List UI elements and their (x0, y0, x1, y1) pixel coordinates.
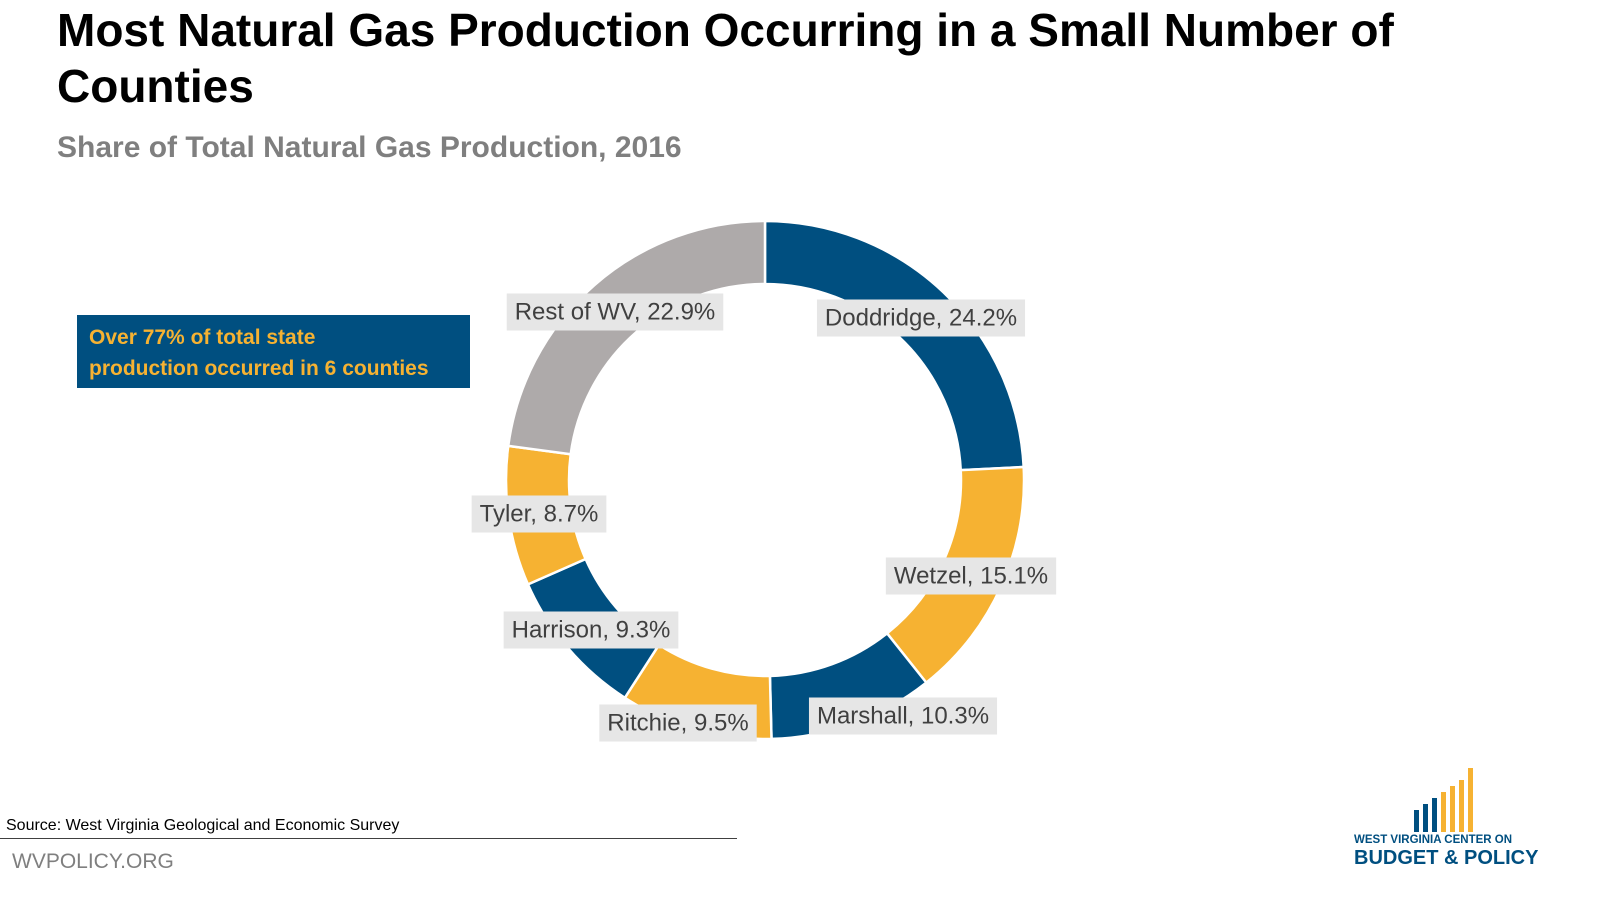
logo-text-line-1: WEST VIRGINIA CENTER ON (1354, 834, 1513, 846)
slice-doddridge (763, 219, 1025, 472)
callout-line-2: production occurred in 6 counties (89, 357, 429, 380)
slice-label-background (503, 611, 679, 649)
slice-label-background (885, 557, 1057, 595)
slice-label-background (599, 704, 757, 742)
footer-url: WVPOLICY.ORG (12, 850, 174, 873)
slice-label-background (471, 495, 607, 533)
callout-box: Over 77% of total state production occur… (77, 315, 470, 388)
slice-label-text: Marshall, 10.3% (817, 703, 989, 730)
slice-label-text: Doddridge, 24.2% (825, 305, 1017, 332)
slice-label-background (506, 293, 724, 331)
slice-label-text: Ritchie, 9.5% (607, 710, 748, 737)
slice-label-text: Wetzel, 15.1% (894, 563, 1048, 590)
logo-bars-icon (1414, 768, 1473, 832)
slice-label-wetzel: Wetzel, 15.1% (885, 557, 1057, 595)
slice-label-ritchie: Ritchie, 9.5% (599, 704, 757, 742)
source-note: Source: West Virginia Geological and Eco… (6, 817, 400, 834)
slice-rest-of-wv (506, 219, 767, 456)
slice-label-text: Tyler, 8.7% (480, 501, 599, 528)
chart-subtitle: Share of Total Natural Gas Production, 2… (57, 131, 682, 164)
callout-line-1: Over 77% of total state (89, 326, 316, 349)
slice-label-marshall: Marshall, 10.3% (808, 697, 998, 735)
donut-labels: Doddridge, 24.2% Wetzel, 15.1% Marshall, 1… (471, 293, 1057, 742)
logo-text-line-2: BUDGET & POLICY (1354, 847, 1539, 869)
slice-label-background (816, 299, 1026, 337)
wvcbp-logo: WEST VIRGINIA CENTER ON BUDGET & POLICY (1350, 764, 1550, 874)
slice-label-rest-of-wv: Rest of WV, 22.9% (506, 293, 724, 331)
slice-label-text: Rest of WV, 22.9% (515, 299, 716, 326)
slice-label-doddridge: Doddridge, 24.2% (816, 299, 1026, 337)
slice-label-background (808, 697, 998, 735)
slice-label-harrison: Harrison, 9.3% (503, 611, 679, 649)
chart-title: Most Natural Gas Production Occurring in… (57, 4, 1394, 112)
slice-label-text: Harrison, 9.3% (512, 617, 671, 644)
slice-label-tyler: Tyler, 8.7% (471, 495, 607, 533)
source-divider (0, 838, 737, 839)
